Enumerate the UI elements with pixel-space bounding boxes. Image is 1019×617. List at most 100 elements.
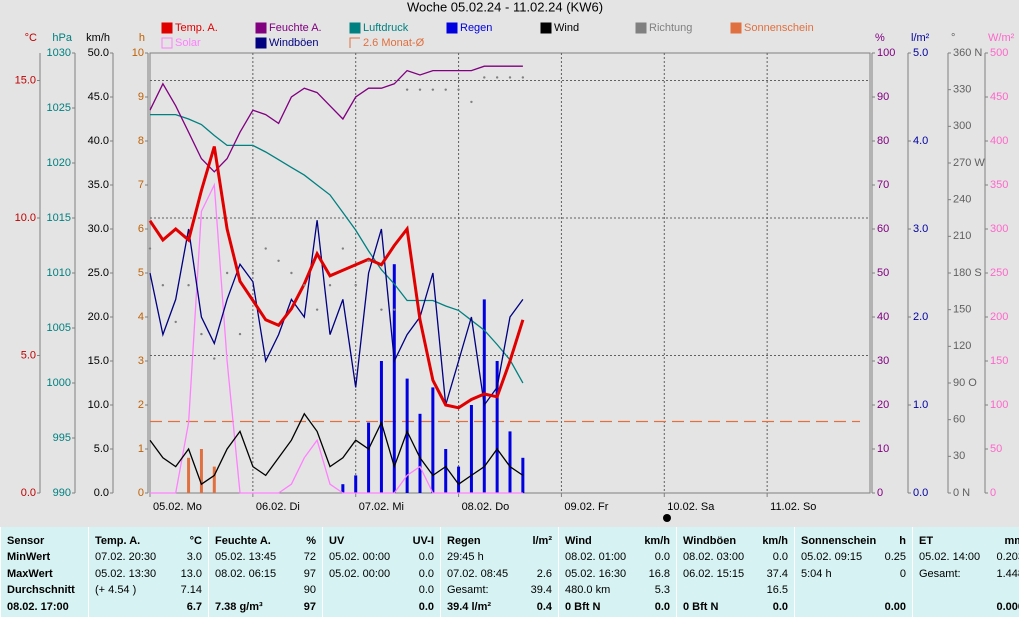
x-tick-label: 08.02. Do [462,501,510,513]
legend-label: 2.6 Monat-Ø [363,37,425,49]
table-cell: 0 Bft N 0.0 [565,599,670,615]
cell-value: 0.0 [654,551,670,563]
column-unit: % [306,535,316,547]
y-tick-label: 240 [953,194,971,206]
y-tick-label: 995 [53,432,71,444]
column-title: Feuchte A. [215,535,271,547]
cell-text: 05.02. 00:00 [329,551,391,563]
y-tick-label: 4.0 [913,135,928,147]
y-tick-label: 50 [990,443,1002,455]
column-unit: km/h [762,535,788,547]
cell-text: 5:04 h [801,567,832,580]
direction-dot [431,88,435,91]
column-unit: mm [1004,535,1019,547]
column-title: Wind [565,535,592,547]
axis-unit: h [139,32,145,44]
cell-text: 05.02. 14:00 [919,551,981,563]
table-cell: 08.02. 01:00 0.0 [565,549,670,565]
cell-value: 0.0 [772,551,788,563]
current-marker [663,514,671,522]
y-tick-label: 50 [877,267,889,279]
direction-dot [187,284,190,287]
cell-value: 0.0 [654,600,670,613]
table-cell: 05.02. 16:30 16.8 [565,566,670,582]
legend-label: Richtung [649,22,692,34]
y-tick-label: 1 [138,443,144,455]
x-tick-label: 09.02. Fr [564,501,608,513]
cell-value: 90 [303,584,316,596]
cell-text: 05.02. 09:15 [801,551,863,563]
cell-text: 480.0 km [565,584,611,596]
direction-dot [405,88,409,91]
cell-value: 0.4 [536,600,552,613]
table-cell: 16.5 [683,582,788,598]
y-tick-label: 300 [953,120,971,132]
y-tick-label: 0 N [953,487,970,499]
y-tick-label: 90 [877,91,889,103]
y-tick-label: 10 [132,47,144,59]
y-tick-label: 270 W [953,157,985,169]
y-tick-label: 8 [138,135,144,147]
cell-value: 0.000 [996,600,1019,613]
direction-dot [238,332,242,336]
series-line [148,146,525,410]
table-cell: 480.0 km 5.3 [565,582,670,598]
y-tick-label: 50.0 [88,47,109,59]
y-tick-label: 35.0 [88,179,109,191]
bar [495,361,499,493]
table-cell: 0.0 [329,582,434,598]
direction-dot [200,332,203,336]
cell-value: 16.5 [766,584,788,596]
cell-text: 07.02. 20:30 [95,551,157,563]
y-tick-label: 15.0 [88,355,109,367]
series-line [150,113,524,384]
y-tick-label: 10.0 [88,399,109,411]
y-tick-label: 5.0 [21,349,36,361]
table-cell: 0.0 [329,599,434,615]
table-cell: 39.4 l/m² 0.4 [447,599,552,615]
summary-table: Sensor MinWert MaxWert Durchschnitt 08.02. 1… [0,527,1019,617]
cell-value: 0.203 [996,551,1019,563]
column-unit: UV-I [412,535,434,547]
y-tick-label: 20 [877,399,889,411]
y-tick-label: 300 [990,223,1008,235]
y-tick-label: 1030 [47,47,71,59]
cell-text: 05.02. 13:30 [95,567,157,580]
cell-text: (+ 4.54 ) [95,584,137,596]
y-tick-label: 6 [138,223,144,235]
y-tick-label: 200 [990,311,1008,323]
table-cell: 05.02. 14:00 0.203 [919,549,1019,565]
cell-value: 97 [303,567,316,580]
cell-value: 0.0 [772,600,788,613]
direction-dot [393,308,396,311]
y-tick-label: 10 [877,443,889,455]
x-tick-label: 05.02. Mo [153,501,202,513]
y-tick-label: 4 [138,311,144,323]
y-tick-label: 3 [138,355,144,367]
y-tick-label: 100 [877,47,895,59]
column-title: ET [919,535,934,547]
table-cell: 90 [215,582,316,598]
legend-swatch [635,22,647,34]
cell-value: 0.0 [418,584,434,596]
y-tick-label: 100 [990,399,1008,411]
legend-swatch [446,22,458,34]
column-title: UV [329,535,345,547]
table-cell: MaxWert [7,566,82,582]
table-column: ET mm 05.02. 14:00 0.203 Gesamt: 1.448 0.000 [912,527,1019,617]
table-cell [919,582,1019,598]
legend-label: Luftdruck [363,22,409,34]
table-cell: 0 Bft N 0.0 [683,599,788,615]
y-tick-label: 60 [877,223,889,235]
y-tick-label: 0 [138,487,144,499]
y-tick-label: 0.0 [21,487,36,499]
direction-dot [315,308,319,311]
table-cell: 05.02. 13:30 13.0 [95,566,202,582]
direction-dot [444,88,447,91]
direction-dot [174,320,177,324]
axis-unit: ° [951,32,955,44]
cell-value: 1.448 [996,567,1019,580]
y-tick-label: 30 [877,355,889,367]
y-tick-label: 15.0 [15,74,36,86]
